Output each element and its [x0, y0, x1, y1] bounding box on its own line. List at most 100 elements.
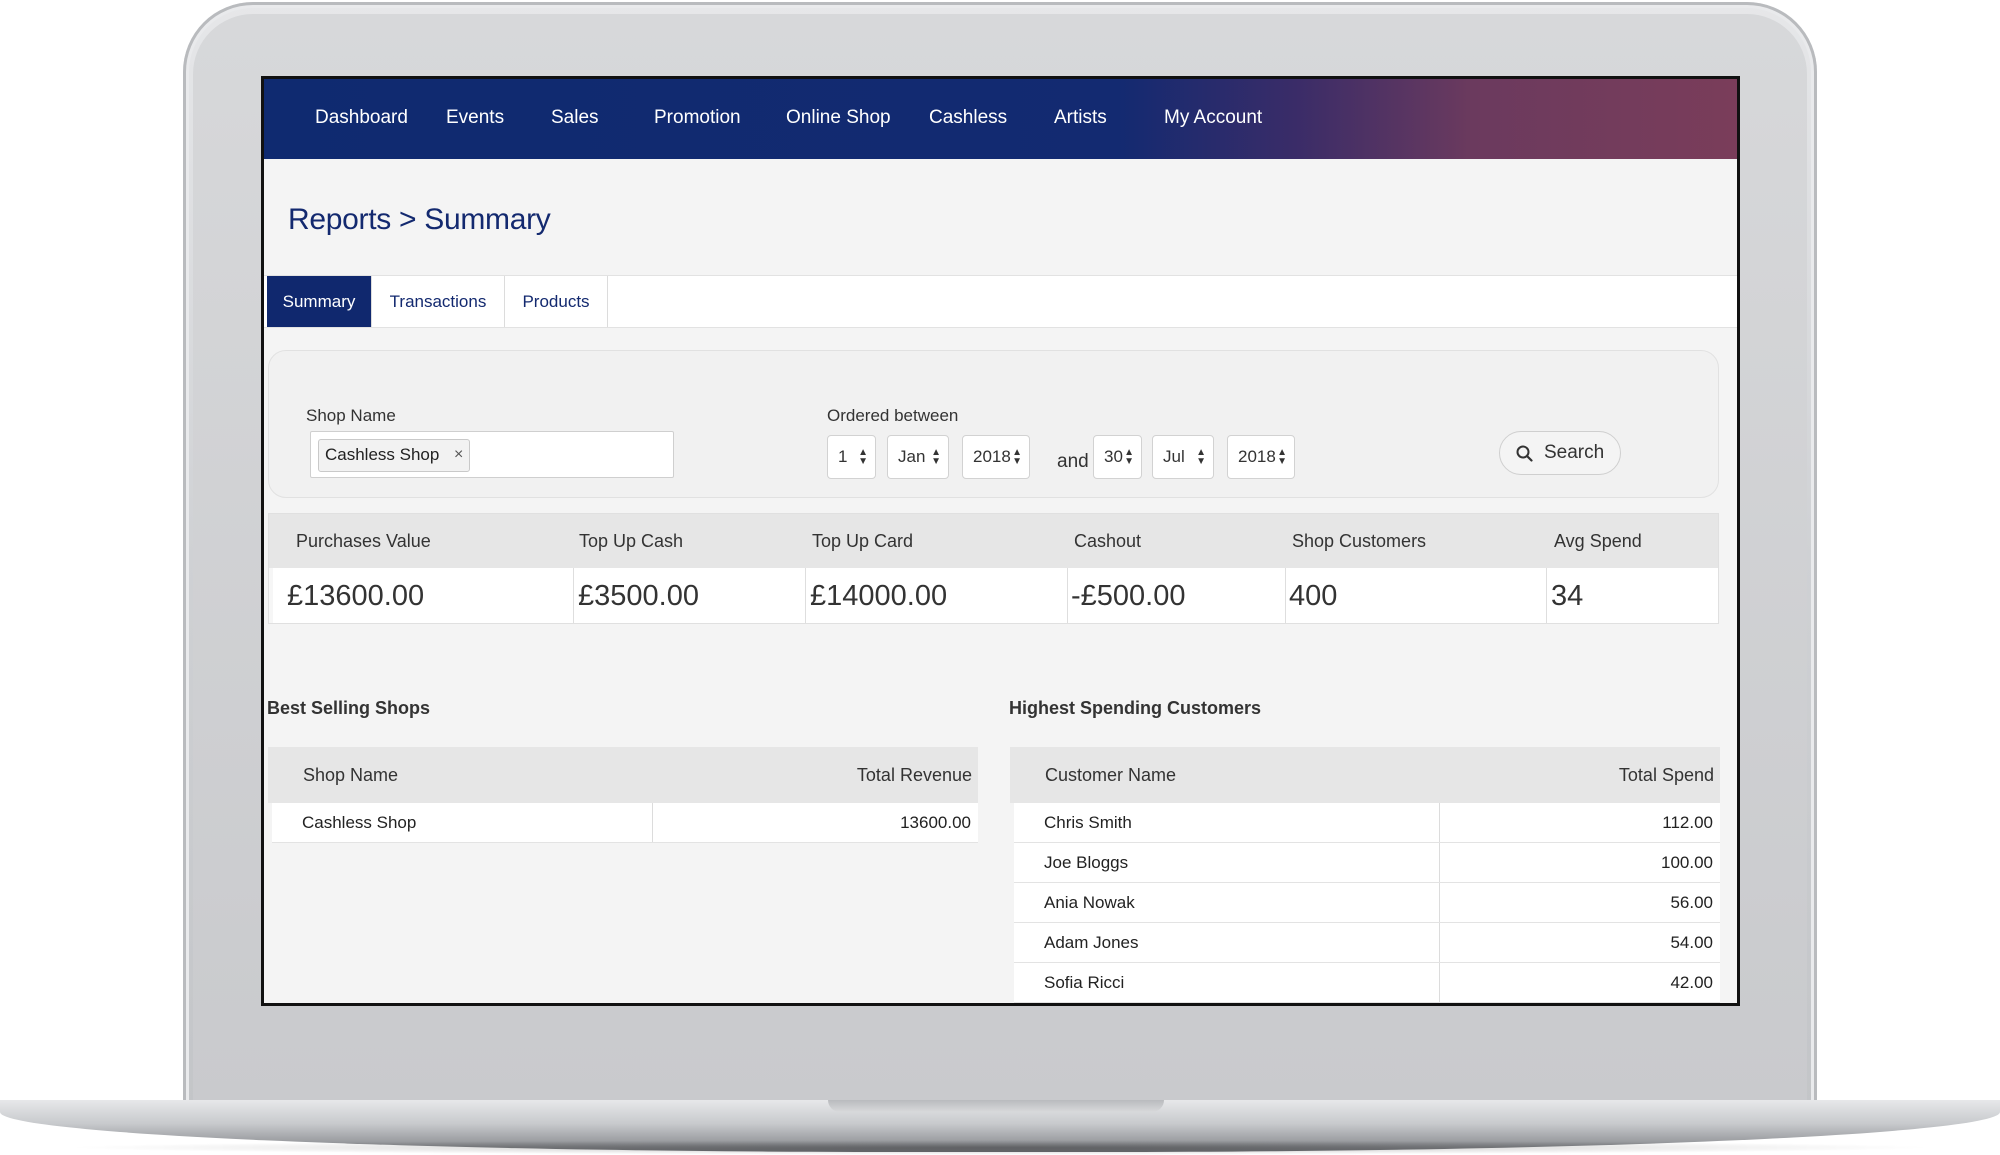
- app-window: Dashboard Events Sales Promotion Online …: [264, 79, 1737, 1003]
- cell-divider: [1439, 923, 1440, 962]
- to-day-select[interactable]: 30 ▲ ▼: [1093, 435, 1142, 479]
- to-year-value: 2018: [1238, 447, 1276, 466]
- top-navigation: Dashboard Events Sales Promotion Online …: [264, 79, 1737, 159]
- stat-cell-purchases: £13600.00: [273, 568, 574, 623]
- customer-name-cell: Adam Jones: [1044, 933, 1139, 952]
- ordered-between-label: Ordered between: [827, 406, 959, 425]
- spend-cell: 54.00: [1670, 933, 1713, 952]
- from-day-value: 1: [838, 447, 848, 466]
- sort-arrows-icon: ▲ ▼: [1124, 447, 1134, 467]
- stat-cell-cashout: -£500.00: [1068, 568, 1286, 623]
- from-year-value: 2018: [973, 447, 1011, 466]
- laptop-notch: [828, 1100, 1164, 1112]
- to-year-select[interactable]: 2018 ▲ ▼: [1227, 435, 1295, 479]
- to-month-value: Jul: [1163, 447, 1185, 466]
- nav-my-account[interactable]: My Account: [1164, 107, 1263, 128]
- shop-tag: Cashless Shop ×: [318, 439, 471, 472]
- shop-name-input[interactable]: Cashless Shop ×: [310, 431, 674, 478]
- nav-dashboard[interactable]: Dashboard: [315, 107, 408, 128]
- table-row: Sofia Ricci 42.00: [1014, 963, 1720, 1003]
- stat-value-shop-customers: 400: [1289, 580, 1338, 612]
- from-day-select[interactable]: 1 ▲ ▼: [827, 435, 876, 479]
- table-row: Ania Nowak 56.00: [1014, 883, 1720, 923]
- stat-cell-topup-card: £14000.00: [806, 568, 1068, 623]
- tab-products[interactable]: Products: [505, 276, 608, 327]
- laptop-screen: Dashboard Events Sales Promotion Online …: [261, 76, 1740, 1006]
- stat-value-purchases: £13600.00: [287, 580, 425, 612]
- summary-stats: Purchases Value Top Up Cash Top Up Card …: [268, 513, 1719, 624]
- th-total-spend: Total Spend: [1618, 765, 1714, 785]
- top-customers-header: Customer Name Total Spend: [1010, 747, 1720, 803]
- tag-remove-icon[interactable]: ×: [454, 446, 464, 463]
- stat-value-topup-card: £14000.00: [810, 580, 948, 612]
- customer-name-cell: Ania Nowak: [1044, 893, 1135, 912]
- table-row: Adam Jones 54.00: [1014, 923, 1720, 963]
- nav-promotion[interactable]: Promotion: [654, 107, 741, 128]
- tab-summary[interactable]: Summary: [267, 276, 372, 327]
- stat-label-shop-customers: Shop Customers: [1292, 531, 1427, 551]
- revenue-cell: 13600.00: [900, 813, 971, 832]
- cell-divider: [1439, 883, 1440, 922]
- to-day-value: 30: [1104, 447, 1123, 466]
- from-year-select[interactable]: 2018 ▲ ▼: [962, 435, 1030, 479]
- nav-artists[interactable]: Artists: [1054, 107, 1107, 128]
- top-customers-table: Customer Name Total Spend Chris Smith 11…: [1010, 747, 1720, 1003]
- best-shops-header: Shop Name Total Revenue: [268, 747, 978, 803]
- from-month-value: Jan: [898, 447, 926, 466]
- spend-cell: 100.00: [1661, 853, 1713, 872]
- search-icon: [1516, 445, 1533, 462]
- shop-name-cell: Cashless Shop: [302, 813, 417, 832]
- stat-label-purchases: Purchases Value: [296, 531, 431, 551]
- customer-name-cell: Joe Bloggs: [1044, 853, 1129, 872]
- page-title: Reports > Summary: [288, 203, 551, 236]
- to-month-select[interactable]: Jul ▲ ▼: [1152, 435, 1214, 479]
- top-customers-title: Highest Spending Customers: [1009, 698, 1262, 718]
- nav-sales[interactable]: Sales: [551, 107, 599, 128]
- sort-arrows-icon: ▲ ▼: [1196, 447, 1206, 467]
- stat-value-avg-spend: 34: [1551, 580, 1584, 612]
- cell-divider: [1439, 843, 1440, 882]
- sort-arrows-icon: ▲ ▼: [1277, 447, 1287, 467]
- table-row: Chris Smith 112.00: [1014, 803, 1720, 843]
- spend-cell: 42.00: [1670, 973, 1713, 992]
- stat-label-topup-card: Top Up Card: [812, 531, 914, 551]
- search-button[interactable]: Search: [1499, 431, 1621, 475]
- stats-header: Purchases Value Top Up Cash Top Up Card …: [269, 514, 1718, 568]
- stat-cell-avg-spend: 34: [1547, 568, 1718, 623]
- stat-label-avg-spend: Avg Spend: [1554, 531, 1642, 551]
- customer-name-cell: Sofia Ricci: [1044, 973, 1125, 992]
- stat-cell-topup-cash: £3500.00: [574, 568, 806, 623]
- customer-name-cell: Chris Smith: [1044, 813, 1132, 832]
- nav-events[interactable]: Events: [446, 107, 505, 128]
- tab-transactions[interactable]: Transactions: [372, 276, 505, 327]
- stat-value-topup-cash: £3500.00: [578, 580, 699, 612]
- nav-cashless[interactable]: Cashless: [929, 107, 1008, 128]
- cell-divider: [1439, 963, 1440, 1002]
- th-total-revenue: Total Revenue: [856, 765, 972, 785]
- stat-cell-shop-customers: 400: [1286, 568, 1547, 623]
- spend-cell: 112.00: [1662, 813, 1713, 832]
- table-row: Cashless Shop 13600.00: [272, 803, 978, 843]
- th-customer-name: Customer Name: [1045, 765, 1177, 785]
- th-shop-name: Shop Name: [303, 765, 399, 785]
- cell-divider: [1439, 803, 1440, 842]
- cell-divider: [652, 803, 653, 842]
- sort-arrows-icon: ▲ ▼: [1012, 447, 1022, 467]
- from-month-select[interactable]: Jan ▲ ▼: [887, 435, 949, 479]
- stat-value-cashout: -£500.00: [1071, 580, 1186, 612]
- shop-name-label: Shop Name: [306, 406, 396, 425]
- stat-label-cashout: Cashout: [1074, 531, 1142, 551]
- table-row: Joe Bloggs 100.00: [1014, 843, 1720, 883]
- best-shops-table: Shop Name Total Revenue Cashless Shop 13…: [268, 747, 978, 847]
- shop-tag-label: Cashless Shop: [325, 445, 440, 464]
- sort-arrows-icon: ▲ ▼: [858, 447, 868, 467]
- search-button-label: Search: [1544, 442, 1605, 463]
- best-shops-title: Best Selling Shops: [267, 698, 431, 718]
- and-text: and: [1057, 451, 1089, 472]
- nav-online-shop[interactable]: Online Shop: [786, 107, 891, 128]
- stat-label-topup-cash: Top Up Cash: [579, 531, 684, 551]
- sort-arrows-icon: ▲ ▼: [931, 447, 941, 467]
- filter-panel: Shop Name Cashless Shop × Ordered betwee…: [268, 350, 1719, 498]
- spend-cell: 56.00: [1670, 893, 1713, 912]
- laptop-shadow: [60, 1140, 1940, 1155]
